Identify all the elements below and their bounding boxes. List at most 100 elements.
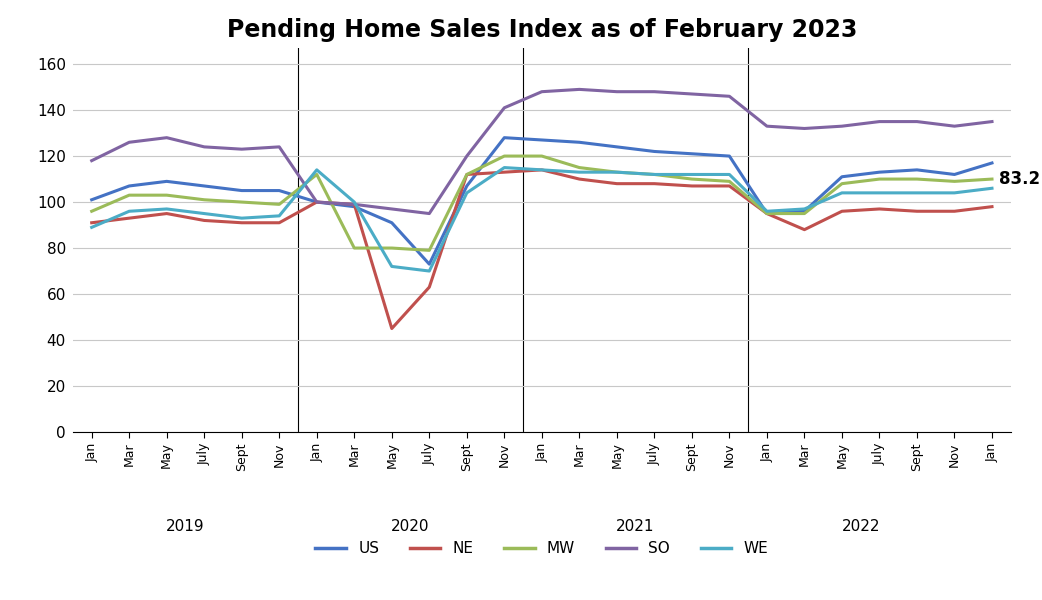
Text: 2022: 2022 [842, 520, 879, 535]
US [836, 173, 848, 181]
SO [611, 88, 623, 95]
WE [986, 185, 998, 192]
NE [686, 182, 698, 190]
NE [386, 325, 398, 332]
Line: WE: WE [92, 167, 992, 271]
US [798, 208, 811, 215]
WE [348, 199, 361, 206]
US [648, 148, 661, 155]
NE [123, 215, 135, 222]
MW [573, 164, 586, 171]
NE [348, 201, 361, 208]
NE [986, 203, 998, 210]
MW [536, 152, 548, 160]
MW [498, 152, 511, 160]
MW [911, 175, 923, 182]
NE [873, 205, 886, 212]
WE [273, 212, 286, 220]
Line: MW: MW [92, 156, 992, 250]
SO [723, 92, 736, 100]
SO [311, 199, 323, 206]
MW [273, 201, 286, 208]
Text: 2020: 2020 [392, 520, 429, 535]
MW [311, 171, 323, 178]
NE [311, 199, 323, 206]
NE [198, 217, 210, 224]
WE [761, 208, 773, 215]
US [461, 182, 473, 190]
NE [798, 226, 811, 233]
MW [235, 199, 248, 206]
MW [198, 196, 210, 203]
WE [873, 189, 886, 196]
US [85, 196, 98, 203]
WE [648, 171, 661, 178]
WE [235, 215, 248, 222]
WE [836, 189, 848, 196]
Line: SO: SO [92, 89, 992, 214]
MW [798, 210, 811, 217]
WE [573, 169, 586, 176]
Text: 83.2: 83.2 [999, 170, 1040, 188]
US [198, 182, 210, 190]
US [686, 150, 698, 157]
NE [85, 219, 98, 226]
MW [686, 175, 698, 182]
SO [423, 210, 436, 217]
NE [423, 284, 436, 291]
MW [948, 178, 961, 185]
Text: 2019: 2019 [166, 520, 205, 535]
SO [573, 86, 586, 93]
SO [648, 88, 661, 95]
MW [836, 180, 848, 187]
MW [423, 247, 436, 254]
WE [386, 263, 398, 270]
NE [498, 169, 511, 176]
SO [123, 139, 135, 146]
WE [798, 205, 811, 212]
US [761, 210, 773, 217]
MW [348, 244, 361, 251]
SO [273, 143, 286, 151]
WE [611, 169, 623, 176]
MW [873, 175, 886, 182]
US [911, 166, 923, 173]
US [573, 139, 586, 146]
NE [573, 175, 586, 182]
NE [273, 219, 286, 226]
NE [611, 180, 623, 187]
US [873, 169, 886, 176]
MW [123, 191, 135, 199]
US [986, 160, 998, 167]
MW [611, 169, 623, 176]
WE [423, 268, 436, 275]
MW [723, 178, 736, 185]
NE [160, 210, 173, 217]
Text: 2021: 2021 [617, 520, 654, 535]
NE [723, 182, 736, 190]
WE [311, 166, 323, 173]
NE [911, 208, 923, 215]
SO [536, 88, 548, 95]
WE [723, 171, 736, 178]
WE [123, 208, 135, 215]
MW [160, 191, 173, 199]
NE [761, 210, 773, 217]
SO [498, 104, 511, 112]
WE [160, 205, 173, 212]
MW [461, 171, 473, 178]
Line: NE: NE [92, 170, 992, 329]
SO [873, 118, 886, 125]
NE [461, 171, 473, 178]
NE [235, 219, 248, 226]
SO [461, 152, 473, 160]
SO [235, 146, 248, 153]
NE [948, 208, 961, 215]
US [948, 171, 961, 178]
US [348, 203, 361, 210]
Line: US: US [92, 137, 992, 264]
US [536, 136, 548, 143]
US [723, 152, 736, 160]
SO [911, 118, 923, 125]
SO [986, 118, 998, 125]
